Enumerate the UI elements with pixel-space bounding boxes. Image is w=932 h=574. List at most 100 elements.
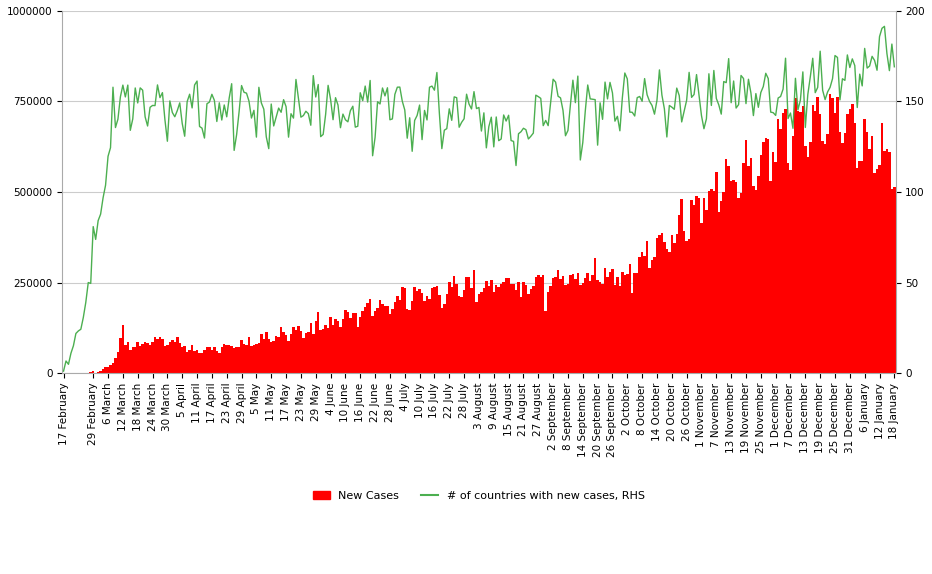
Bar bbox=[297, 326, 300, 373]
Bar bbox=[384, 306, 386, 373]
Bar bbox=[836, 97, 839, 373]
Bar bbox=[547, 292, 549, 373]
Bar bbox=[134, 347, 136, 373]
Bar bbox=[362, 311, 364, 373]
Bar bbox=[253, 345, 255, 373]
Bar bbox=[475, 302, 478, 373]
Bar bbox=[549, 286, 552, 373]
Bar bbox=[453, 276, 456, 373]
Bar bbox=[891, 189, 893, 373]
Bar bbox=[342, 319, 344, 373]
Bar bbox=[742, 163, 745, 373]
Bar bbox=[290, 335, 293, 373]
Bar bbox=[604, 269, 607, 373]
Bar bbox=[127, 342, 129, 373]
Bar bbox=[737, 198, 740, 373]
Bar bbox=[762, 142, 764, 373]
Bar bbox=[414, 286, 416, 373]
Bar bbox=[809, 142, 812, 373]
Bar bbox=[393, 302, 396, 373]
Bar bbox=[366, 303, 369, 373]
Bar bbox=[396, 296, 399, 373]
Bar bbox=[804, 146, 806, 373]
Bar bbox=[733, 180, 734, 373]
Bar bbox=[351, 313, 354, 373]
Bar bbox=[785, 110, 787, 373]
Bar bbox=[577, 273, 579, 373]
Bar bbox=[154, 337, 157, 373]
Bar bbox=[638, 257, 641, 373]
Bar bbox=[665, 249, 668, 373]
Bar bbox=[218, 353, 221, 373]
Bar bbox=[555, 277, 556, 373]
Bar bbox=[556, 270, 559, 373]
Bar bbox=[428, 299, 431, 373]
Bar bbox=[621, 272, 624, 373]
Bar bbox=[678, 215, 680, 373]
Bar bbox=[582, 284, 584, 373]
Bar bbox=[176, 338, 179, 373]
Bar bbox=[270, 342, 272, 373]
Bar bbox=[760, 156, 762, 373]
Bar bbox=[772, 152, 774, 373]
Bar bbox=[831, 98, 834, 373]
Bar bbox=[421, 293, 423, 373]
Bar bbox=[728, 166, 730, 373]
Bar bbox=[157, 339, 158, 373]
Bar bbox=[789, 170, 791, 373]
Bar bbox=[722, 192, 725, 373]
Bar bbox=[408, 310, 411, 373]
Bar bbox=[206, 347, 208, 373]
Bar bbox=[100, 371, 102, 373]
Bar bbox=[718, 212, 720, 373]
Bar bbox=[260, 334, 263, 373]
Bar bbox=[834, 113, 836, 373]
Bar bbox=[119, 338, 122, 373]
Bar bbox=[347, 312, 350, 373]
Bar bbox=[116, 352, 119, 373]
Bar bbox=[691, 200, 692, 373]
Bar bbox=[851, 104, 854, 373]
Bar bbox=[498, 287, 500, 373]
Bar bbox=[626, 274, 628, 373]
Bar bbox=[824, 144, 827, 373]
Bar bbox=[528, 294, 529, 373]
Bar bbox=[307, 332, 309, 373]
Bar bbox=[661, 233, 664, 373]
Bar bbox=[371, 316, 374, 373]
Bar bbox=[280, 327, 282, 373]
Bar bbox=[193, 351, 196, 373]
Bar bbox=[873, 173, 876, 373]
Bar bbox=[628, 264, 631, 373]
Bar bbox=[866, 132, 869, 373]
Bar bbox=[278, 337, 280, 373]
Bar bbox=[136, 342, 139, 373]
Bar bbox=[450, 287, 453, 373]
Bar bbox=[369, 298, 371, 373]
Bar bbox=[200, 353, 203, 373]
Bar bbox=[109, 364, 112, 373]
Bar bbox=[142, 344, 144, 373]
Bar bbox=[213, 347, 215, 373]
Bar bbox=[102, 369, 104, 373]
Bar bbox=[320, 330, 322, 373]
Bar bbox=[314, 321, 317, 373]
Bar bbox=[196, 350, 199, 373]
Bar bbox=[641, 252, 643, 373]
Bar bbox=[248, 338, 250, 373]
Bar bbox=[416, 291, 418, 373]
Bar bbox=[166, 344, 169, 373]
Bar bbox=[849, 110, 851, 373]
Bar bbox=[525, 285, 528, 373]
Bar bbox=[703, 199, 706, 373]
Bar bbox=[643, 257, 646, 373]
Bar bbox=[336, 321, 339, 373]
Bar bbox=[876, 169, 878, 373]
Bar bbox=[374, 312, 377, 373]
Bar bbox=[92, 371, 94, 373]
Bar bbox=[695, 196, 698, 373]
Bar bbox=[263, 339, 265, 373]
Bar bbox=[164, 346, 166, 373]
Bar bbox=[802, 106, 804, 373]
Bar bbox=[730, 181, 733, 373]
